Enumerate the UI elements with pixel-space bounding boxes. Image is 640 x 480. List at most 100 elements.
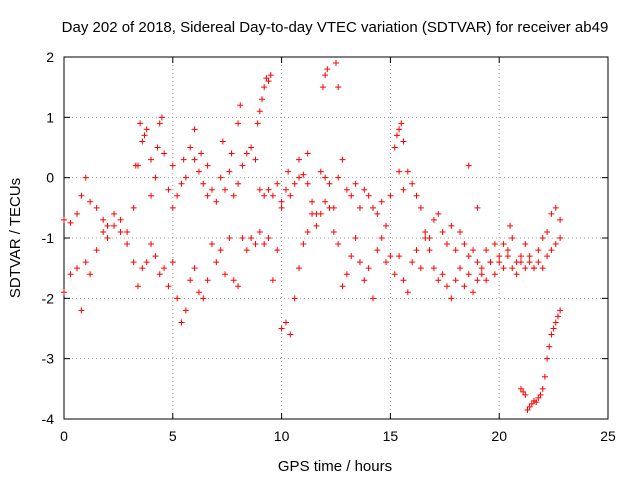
data-point [256, 228, 263, 235]
data-point [130, 204, 137, 211]
data-point [400, 277, 407, 284]
data-point [87, 271, 94, 278]
x-tick-label: 0 [60, 428, 68, 444]
data-point [470, 247, 477, 254]
data-point [322, 198, 329, 205]
data-point [87, 198, 94, 205]
data-point [544, 253, 551, 260]
data-point [552, 319, 559, 326]
data-point [74, 265, 81, 272]
data-point [396, 168, 403, 175]
data-point [195, 289, 202, 296]
data-point [256, 186, 263, 193]
data-point [265, 235, 272, 241]
data-point [417, 265, 424, 272]
data-point [522, 391, 529, 398]
data-point [74, 210, 81, 217]
data-point [539, 235, 546, 241]
grid-lines [64, 57, 608, 419]
data-point [263, 75, 270, 82]
x-tick-labels: 0 5 10 15 20 25 [60, 428, 616, 444]
data-point [465, 271, 472, 278]
data-point [552, 204, 559, 211]
data-point [507, 222, 514, 229]
data-point [387, 192, 394, 199]
data-point [470, 289, 477, 296]
data-point [222, 271, 229, 278]
data-point [430, 216, 437, 223]
data-point [204, 277, 211, 284]
data-point [261, 84, 268, 91]
data-point [374, 210, 381, 217]
data-point [180, 156, 187, 163]
data-point [548, 247, 555, 254]
data-point [104, 235, 111, 241]
data-point [239, 162, 246, 169]
data-point [356, 259, 363, 266]
data-point [365, 265, 372, 272]
data-point [531, 265, 538, 272]
data-point [269, 192, 276, 199]
data-point [517, 253, 524, 260]
data-point [230, 192, 237, 199]
data-point [500, 265, 507, 272]
data-point [169, 204, 176, 211]
data-point [378, 235, 385, 241]
data-point [222, 186, 229, 193]
data-point [195, 168, 202, 175]
data-point [143, 259, 150, 266]
data-point [296, 156, 303, 163]
data-point [161, 150, 168, 157]
data-point [174, 295, 181, 302]
data-point [67, 271, 74, 278]
x-tick-label: 25 [600, 428, 616, 444]
x-tick-label: 15 [383, 428, 399, 444]
data-point [111, 222, 118, 229]
data-point [152, 253, 159, 260]
data-point [317, 168, 324, 175]
data-point [369, 295, 376, 302]
data-point [261, 241, 268, 248]
data-point [413, 192, 420, 199]
data-point [343, 186, 350, 193]
data-points [61, 60, 564, 413]
data-point [228, 150, 235, 157]
data-point [191, 156, 198, 163]
data-point [93, 204, 100, 211]
data-point [439, 271, 446, 278]
data-point [487, 259, 494, 266]
data-point [208, 241, 215, 248]
data-point [287, 331, 294, 338]
data-point [504, 247, 511, 254]
data-point [378, 198, 385, 205]
data-point [409, 259, 416, 266]
data-point [243, 247, 250, 254]
data-point [448, 295, 455, 302]
data-point [256, 108, 263, 115]
data-point [187, 144, 194, 151]
y-tick-label: -2 [42, 290, 55, 306]
data-point [230, 277, 237, 284]
data-point [546, 343, 553, 350]
data-point [248, 144, 255, 151]
data-point [330, 228, 337, 235]
data-point [500, 241, 507, 248]
data-point [282, 186, 289, 193]
data-point [369, 204, 376, 211]
data-point [274, 247, 281, 254]
data-point [187, 277, 194, 284]
data-point [191, 126, 198, 133]
data-point [259, 96, 266, 103]
data-point [278, 204, 285, 211]
data-point [254, 120, 261, 127]
data-point [526, 253, 533, 260]
data-point [365, 192, 372, 199]
data-point [517, 385, 524, 392]
data-point [483, 247, 490, 254]
data-point [524, 406, 531, 413]
data-point [300, 241, 307, 248]
data-point [435, 277, 442, 284]
data-point [452, 277, 459, 284]
data-point [465, 162, 472, 169]
data-point [335, 241, 342, 248]
